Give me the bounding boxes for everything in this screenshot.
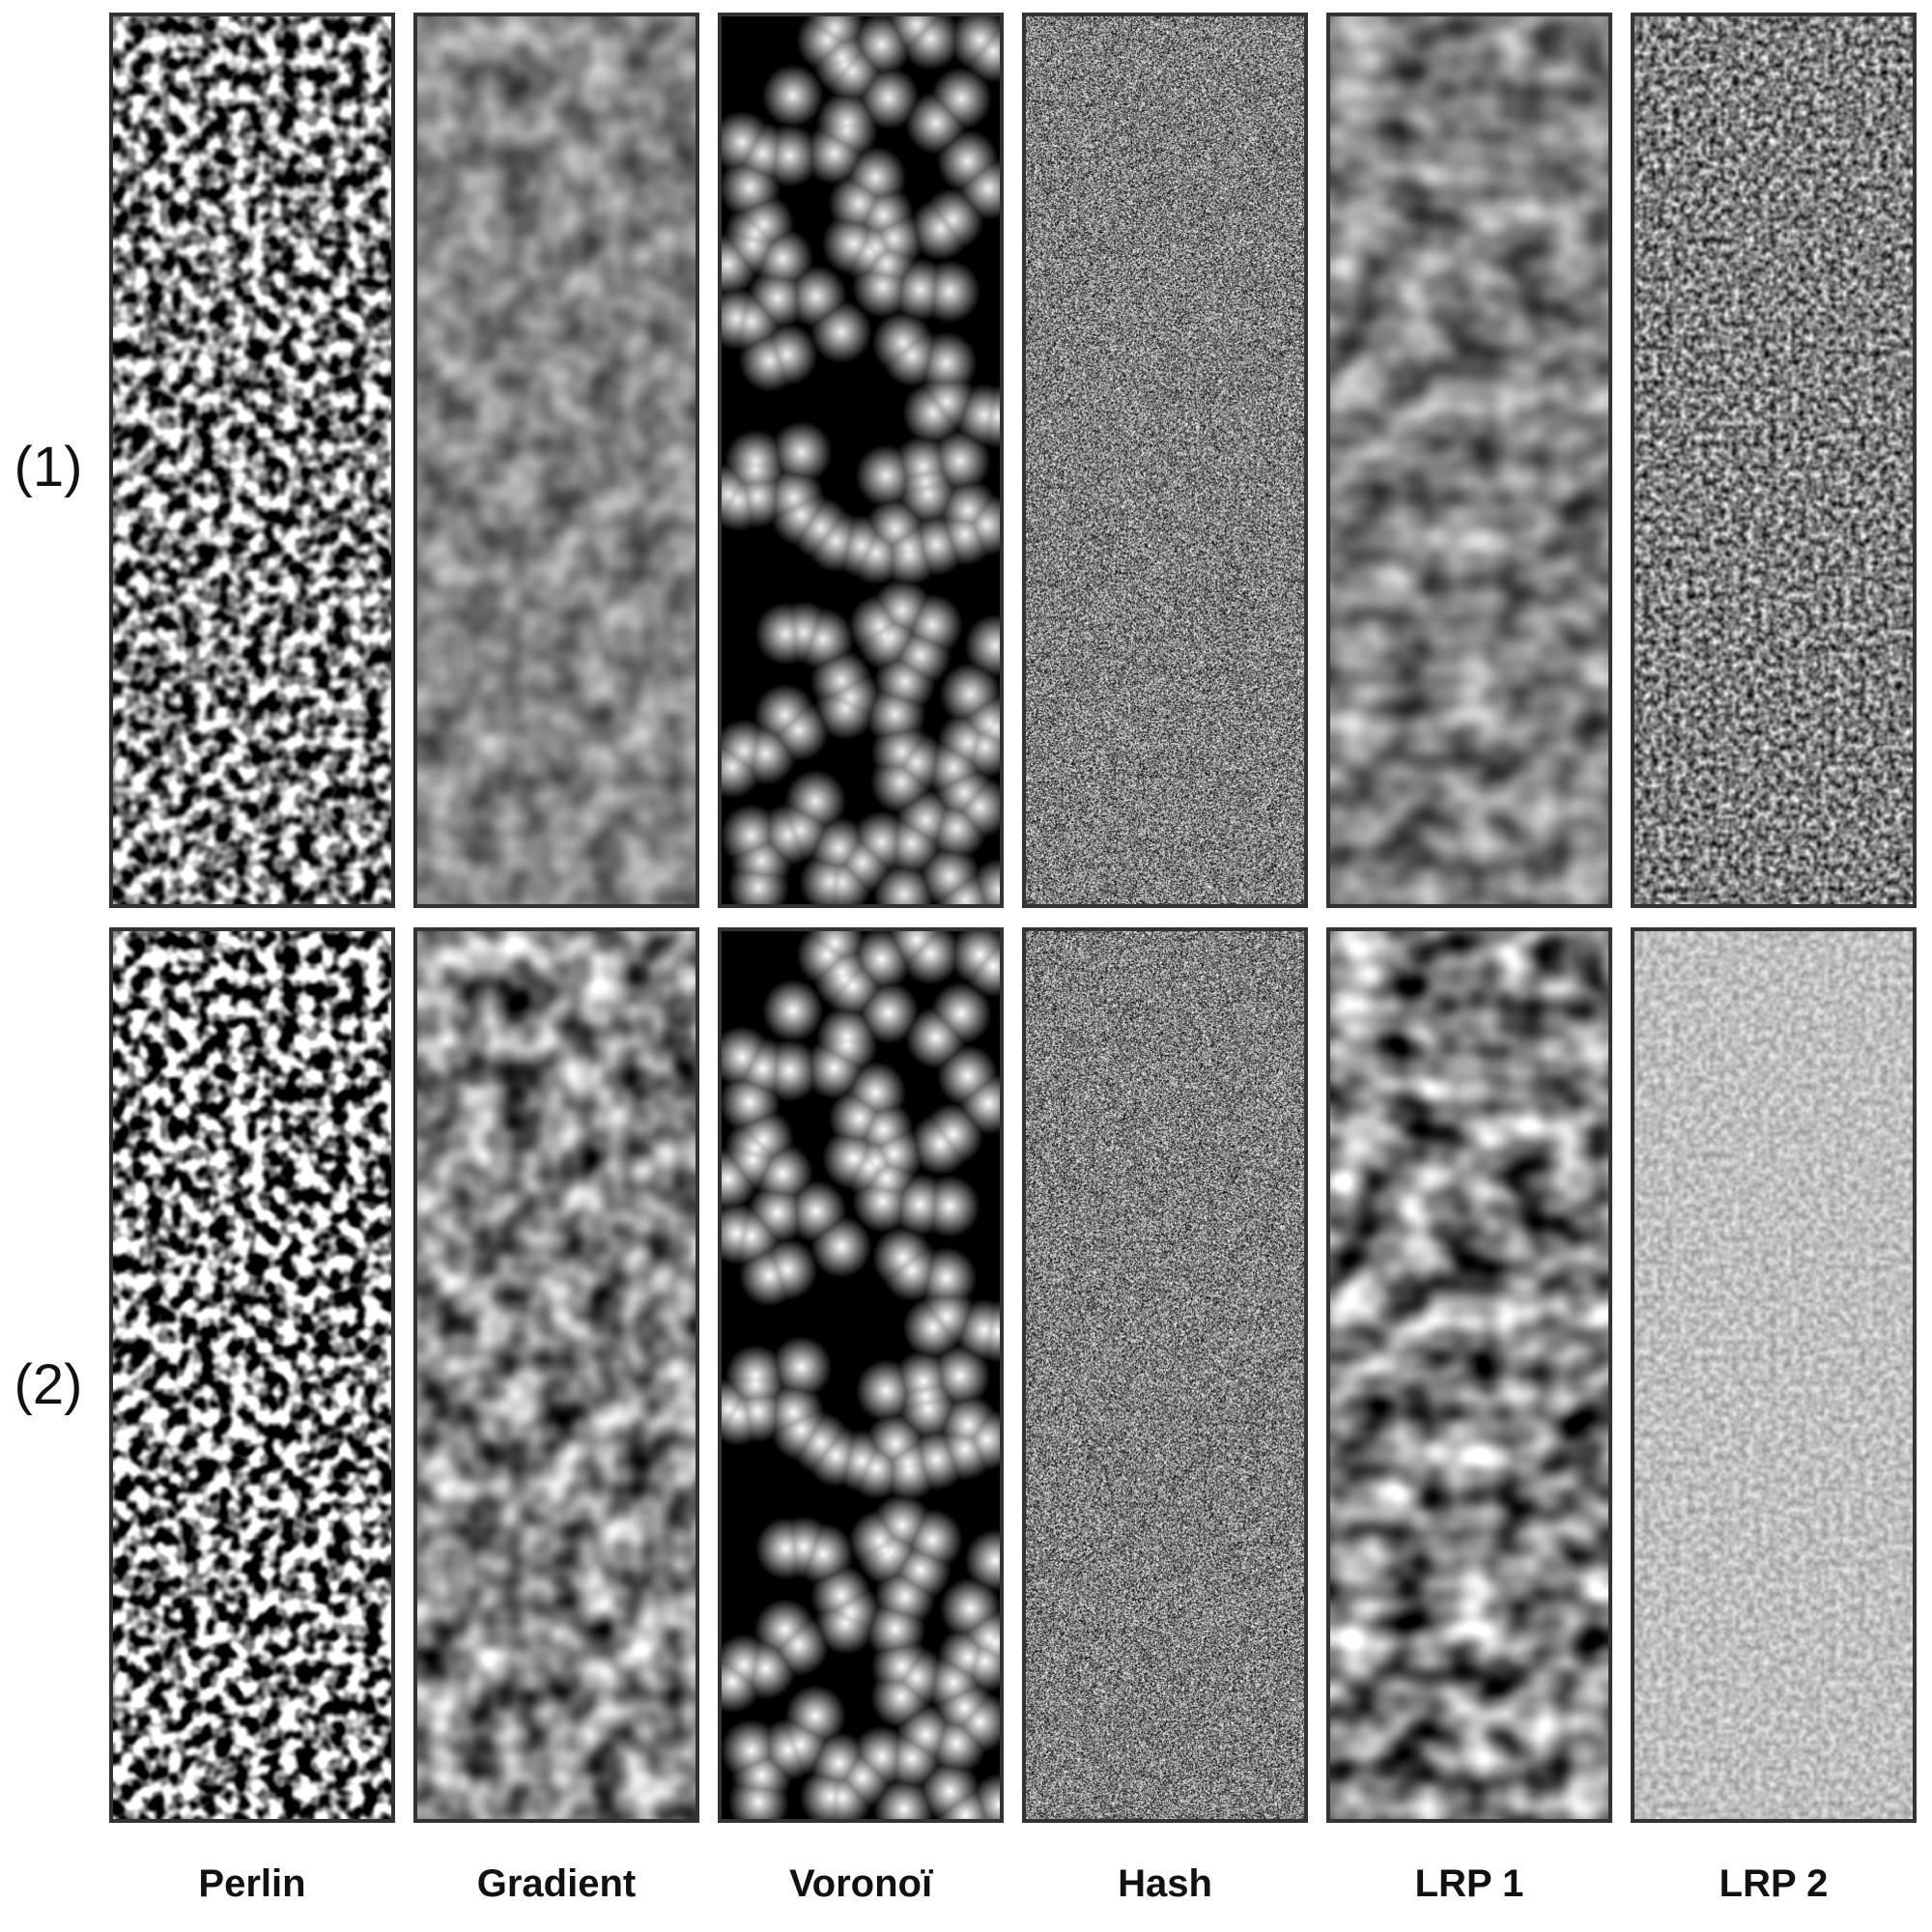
- row-label-1: (1): [14, 436, 83, 498]
- panel-row2-lrp1: [1326, 927, 1612, 1823]
- panel-row2-lrp2: [1631, 927, 1917, 1823]
- col-label-lrp2: LRP 2: [1719, 1862, 1829, 1905]
- col-label-voronoi: Voronoï: [788, 1862, 933, 1905]
- panel-row2-perlin: [109, 927, 395, 1823]
- panel-row1-lrp1: [1326, 13, 1612, 908]
- panel-row1-lrp2: [1631, 13, 1917, 908]
- row-label-2: (2): [14, 1353, 83, 1416]
- col-label-lrp1: LRP 1: [1414, 1862, 1524, 1905]
- col-label-gradient: Gradient: [476, 1862, 637, 1905]
- col-label-hash: Hash: [1118, 1862, 1212, 1905]
- panel-row2-voronoi: [718, 927, 1004, 1823]
- panel-row1-voronoi: [718, 13, 1004, 908]
- panel-row1-gradient: [413, 13, 699, 908]
- panel-row2-hash: [1022, 927, 1308, 1823]
- panel-row1-hash: [1022, 13, 1308, 908]
- panel-row2-gradient: [413, 927, 699, 1823]
- panel-row1-perlin: [109, 13, 395, 908]
- col-label-perlin: Perlin: [198, 1862, 306, 1905]
